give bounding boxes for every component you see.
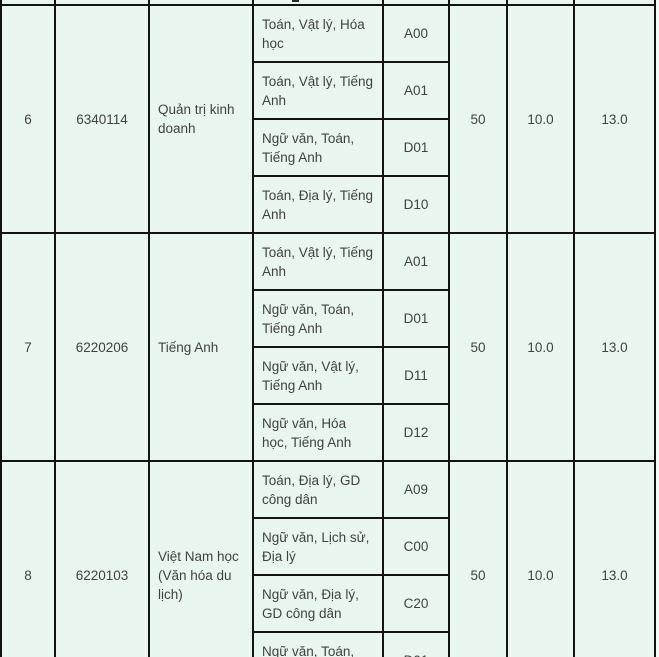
table-row: 6 6340114 Quản trị kinh doanh Toán, Vật … [0,4,656,234]
subjects-cell: Ngữ văn, Vật lý, Tiếng Anh [252,346,384,405]
subjects-cell: Ngữ văn, Địa lý, GD công dân [252,574,384,633]
subjects-cell: Ngữ văn, Hóa học, Tiếng Anh [252,403,384,462]
clipped-cell [252,0,384,6]
subjects-cell: Ngữ văn, Lịch sử, Địa lý [252,517,384,576]
block-code-cell: C00 [382,517,450,576]
stt-cell: 7 [0,232,56,462]
score1-cell: 10.0 [506,460,575,657]
clipped-cell [54,0,150,6]
block-code-cell: A09 [382,460,450,519]
subjects-cell: Ngữ văn, Toán, Tiếng Anh [252,118,384,177]
clipped-text-remnant [292,0,299,2]
block-code-cell: D01 [382,289,450,348]
table-row: Ngữ văn, Toán, Tiếng Anh D01 [1,289,655,348]
major-name-cell: Quản trị kinh doanh [148,4,254,234]
block-code-cell: D01 [382,631,450,657]
table-row: Toán, Vật lý, Tiếng Anh A01 [1,61,655,120]
score2-cell: 13.0 [573,232,656,462]
block-code-cell: A00 [382,4,450,63]
major-name-cell: Việt Nam học (Văn hóa du lịch) [148,460,254,657]
subjects-cell: Ngữ văn, Toán, Tiếng Anh [252,289,384,348]
clipped-top-row [0,0,656,6]
table-row: Ngữ văn, Hóa học, Tiếng Anh D12 [1,403,655,462]
score2-cell: 13.0 [573,4,656,234]
clipped-cell [573,0,656,6]
score1-cell: 10.0 [506,232,575,462]
table-row: 8 6220103 Việt Nam học (Văn hóa du lịch)… [0,460,656,657]
clipped-cell [506,0,575,6]
clipped-cell [148,0,254,6]
stt-cell: 6 [0,4,56,234]
subjects-cell: Toán, Vật lý, Tiếng Anh [252,232,384,291]
quota-cell: 50 [448,4,508,234]
block-code-cell: D12 [382,403,450,462]
subjects-cell: Toán, Địa lý, Tiếng Anh [252,175,384,234]
table-row: Ngữ văn, Toán, Tiếng Anh D01 [1,631,655,657]
table-row: 7 6220206 Tiếng Anh Toán, Vật lý, Tiếng … [0,232,656,462]
quota-cell: 50 [448,460,508,657]
block-code-cell: A01 [382,232,450,291]
stt-cell: 8 [0,460,56,657]
table-row: Ngữ văn, Lịch sử, Địa lý C00 [1,517,655,576]
block-code-cell: D11 [382,346,450,405]
table-row: Ngữ văn, Địa lý, GD công dân C20 [1,574,655,633]
subjects-cell: Toán, Vật lý, Tiếng Anh [252,61,384,120]
major-code-cell: 6220206 [54,232,150,462]
table-row: Ngữ văn, Toán, Tiếng Anh D01 [1,118,655,177]
clipped-cell [0,0,56,6]
table-row: Ngữ văn, Vật lý, Tiếng Anh D11 [1,346,655,405]
major-name-cell: Tiếng Anh [148,232,254,462]
block-code-cell: A01 [382,61,450,120]
subjects-cell: Toán, Vật lý, Hóa học [252,4,384,63]
table-row: Toán, Địa lý, Tiếng Anh D10 [1,175,655,234]
score2-cell: 13.0 [573,460,656,657]
clipped-cell [382,0,450,6]
block-code-cell: C20 [382,574,450,633]
clipped-cell [448,0,508,6]
subjects-cell: Toán, Địa lý, GD công dân [252,460,384,519]
block-code-cell: D01 [382,118,450,177]
major-code-cell: 6220103 [54,460,150,657]
quota-cell: 50 [448,232,508,462]
subjects-cell: Ngữ văn, Toán, Tiếng Anh [252,631,384,657]
score1-cell: 10.0 [506,4,575,234]
major-code-cell: 6340114 [54,4,150,234]
block-code-cell: D10 [382,175,450,234]
